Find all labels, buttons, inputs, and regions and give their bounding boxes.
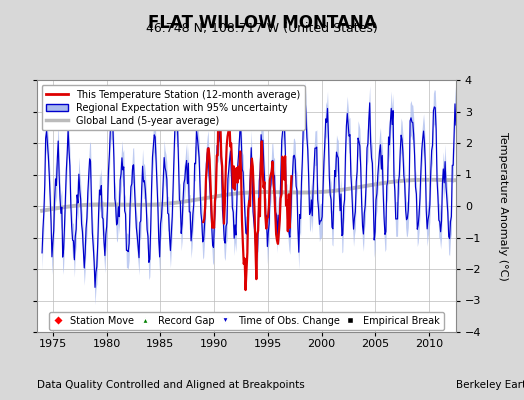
Y-axis label: Temperature Anomaly (°C): Temperature Anomaly (°C) xyxy=(498,132,508,280)
Text: Berkeley Earth: Berkeley Earth xyxy=(456,380,524,390)
Text: FLAT WILLOW MONTANA: FLAT WILLOW MONTANA xyxy=(148,14,376,32)
Text: Data Quality Controlled and Aligned at Breakpoints: Data Quality Controlled and Aligned at B… xyxy=(37,380,304,390)
Legend: Station Move, Record Gap, Time of Obs. Change, Empirical Break: Station Move, Record Gap, Time of Obs. C… xyxy=(49,312,443,330)
Text: 46.748 N, 108.717 W (United States): 46.748 N, 108.717 W (United States) xyxy=(146,22,378,35)
